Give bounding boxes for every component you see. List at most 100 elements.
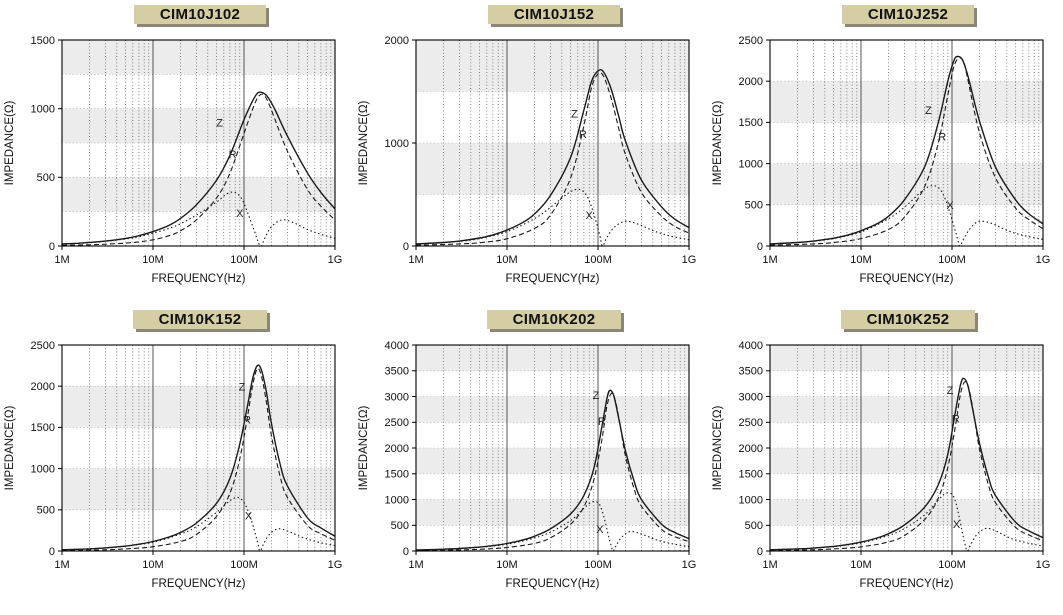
y-tick-label: 1500 [31, 422, 55, 434]
y-tick-label: 500 [745, 520, 763, 532]
stripe-band [62, 177, 335, 212]
series-label-Z: Z [593, 390, 600, 402]
y-tick-label: 1000 [385, 494, 409, 506]
series-label-X: X [586, 210, 594, 222]
series-X-curve [62, 191, 335, 246]
y-axis-label: IMPEDANCE(Ω) [358, 406, 370, 491]
stripe-band [770, 396, 1043, 423]
stripe-band [770, 81, 1043, 123]
y-tick-label: 500 [37, 172, 55, 184]
series-Z-curve [416, 389, 689, 551]
y-tick-label: 1500 [31, 35, 55, 47]
impedance-frequency-plot: Z R X 1M 10M 100M 1G 0 500 1000 1500 2000 2500 3000 35… [712, 340, 1051, 590]
x-tick-label: 1G [682, 559, 697, 571]
y-tick-label: 0 [757, 546, 763, 558]
series-label-Z: Z [216, 118, 223, 130]
x-tick-label: 1M [54, 254, 69, 266]
chart-title: CIM10J252 [841, 5, 975, 24]
y-tick-label: 1500 [385, 469, 409, 481]
series-X-curve [62, 496, 335, 551]
y-tick-label: 2000 [385, 443, 409, 455]
y-tick-label: 2000 [31, 381, 55, 393]
chart-cell-cim10k252: CIM10K252 Z R X 1M 10M 100M 1G 0 500 1000 1500 2000… [708, 310, 1062, 615]
x-tick-label: 10M [850, 254, 871, 266]
stripe-band [62, 386, 335, 428]
stripe-band [62, 40, 335, 75]
stripe-band [770, 448, 1043, 474]
series-label-Z: Z [571, 108, 578, 120]
plot-frame [61, 344, 336, 552]
y-tick-label: 500 [745, 200, 763, 212]
chart-title: CIM10K152 [132, 310, 268, 329]
x-tick-label: 10M [850, 559, 871, 571]
series-label-X: X [596, 524, 604, 536]
y-tick-label: 2500 [31, 340, 55, 352]
series-label-R: R [579, 129, 587, 141]
x-tick-label: 100M [938, 559, 966, 571]
plot-background [770, 40, 1043, 246]
x-tick-label: 1M [408, 559, 423, 571]
stripe-band [62, 468, 335, 510]
x-axis-label: FREQUENCY(Hz) [506, 578, 600, 590]
y-tick-label: 1000 [31, 104, 55, 116]
y-tick-label: 0 [757, 241, 763, 253]
stripe-band [62, 108, 335, 143]
series-label-Z: Z [947, 385, 954, 397]
x-axis-label: FREQUENCY(Hz) [506, 273, 600, 285]
x-tick-label: 1M [762, 254, 777, 266]
x-tick-label: 100M [584, 559, 612, 571]
impedance-frequency-plot: Z R X 1M 10M 100M 1G 0 500 1000 1500 2000 2500 3000 35… [358, 340, 697, 590]
y-tick-label: 500 [391, 520, 409, 532]
x-tick-label: 10M [142, 559, 163, 571]
x-tick-label: 10M [496, 559, 517, 571]
x-tick-label: 1M [762, 559, 777, 571]
y-tick-label: 0 [49, 546, 55, 558]
series-label-X: X [236, 208, 244, 220]
y-axis-label: IMPEDANCE(Ω) [358, 101, 370, 186]
series-R-curve [416, 72, 689, 246]
series-label-Z: Z [239, 381, 246, 393]
series-R-curve [62, 93, 335, 246]
plot-frame [61, 39, 336, 247]
series-R-curve [770, 381, 1043, 551]
y-tick-label: 0 [49, 241, 55, 253]
chart-cell-cim10k152: CIM10K152 Z R X 1M 10M 100M 1G 0 500 1000 1500 2000… [0, 310, 354, 615]
impedance-frequency-plot: Z R X 1M 10M 100M 1G 0 500 1000 1500 2000 2500 FREQUE… [712, 35, 1050, 285]
series-label-R: R [229, 149, 237, 161]
x-tick-label: 1G [682, 254, 697, 266]
chart-title-wrap: CIM10K152 [62, 310, 338, 336]
y-axis-label: IMPEDANCE(Ω) [712, 101, 724, 186]
series-R-curve [416, 392, 689, 551]
y-tick-label: 3000 [385, 391, 409, 403]
y-axis-label: IMPEDANCE(Ω) [712, 406, 724, 491]
x-axis-label: FREQUENCY(Hz) [860, 273, 954, 285]
chart-cell-cim10k202: CIM10K202 Z R X 1M 10M 100M 1G 0 500 1000 1500 2000… [354, 310, 708, 615]
x-tick-label: 1M [54, 559, 69, 571]
y-tick-label: 2500 [739, 417, 763, 429]
plot-frame [769, 39, 1044, 247]
x-tick-label: 100M [584, 254, 612, 266]
y-tick-label: 2500 [739, 35, 763, 47]
y-tick-label: 3500 [739, 366, 763, 378]
series-label-R: R [952, 413, 960, 425]
chart-title-wrap: CIM10J102 [62, 5, 338, 31]
chart-title: CIM10J102 [133, 5, 267, 24]
y-tick-label: 2500 [385, 417, 409, 429]
series-label-X: X [953, 519, 961, 531]
series-Z-curve [770, 377, 1043, 551]
series-label-R: R [938, 132, 946, 144]
y-axis-label: IMPEDANCE(Ω) [4, 406, 16, 491]
y-tick-label: 500 [37, 505, 55, 517]
series-label-X: X [245, 511, 253, 523]
stripe-band [416, 143, 689, 195]
y-tick-label: 1000 [385, 138, 409, 150]
chart-title-wrap: CIM10J252 [770, 5, 1046, 31]
y-tick-label: 0 [403, 241, 409, 253]
x-tick-label: 1G [1036, 559, 1051, 571]
series-label-R: R [598, 416, 606, 428]
y-tick-label: 2000 [739, 76, 763, 88]
stripe-band [416, 40, 689, 92]
series-Z-curve [416, 68, 689, 245]
y-tick-label: 2000 [385, 35, 409, 47]
impedance-frequency-plot: ZR X 1M 10M 100M 1G 0 1000 2000 FREQUENCY(Hz) IMPE… [358, 35, 697, 285]
